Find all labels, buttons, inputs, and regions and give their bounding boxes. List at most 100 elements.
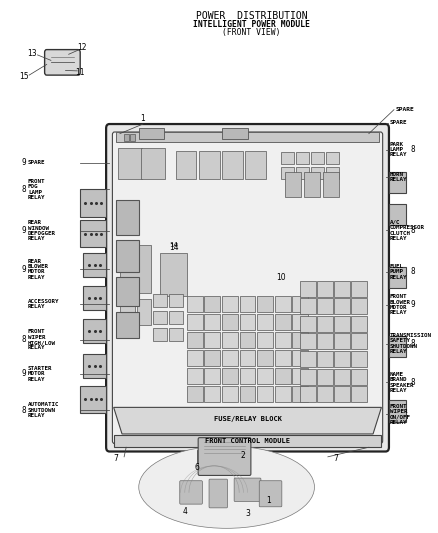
Bar [199,151,219,179]
Text: 14: 14 [170,244,179,253]
Bar [275,314,291,330]
Bar [222,314,238,330]
Bar [300,316,316,332]
FancyBboxPatch shape [198,438,251,475]
Bar [389,172,406,193]
Text: INTELLIGENT POWER MODULE: INTELLIGENT POWER MODULE [193,20,310,29]
Bar [300,351,316,367]
Bar [275,296,291,312]
Bar [334,281,350,297]
Bar [257,314,273,330]
Text: 12: 12 [78,43,87,52]
Bar [317,281,333,297]
Bar [120,245,151,293]
Bar [351,368,367,384]
Bar [275,350,291,366]
FancyBboxPatch shape [106,124,389,451]
Text: 13: 13 [27,50,37,58]
Bar [296,152,309,164]
Bar [351,386,367,402]
Text: FUEL
PUMP
RELAY: FUEL PUMP RELAY [390,264,407,280]
Bar [317,351,333,367]
Text: 8: 8 [21,335,26,344]
Text: 8: 8 [410,226,415,235]
Bar [240,386,255,402]
Bar [257,296,273,312]
FancyBboxPatch shape [45,50,80,75]
Text: POWER  DISTRIBUTION: POWER DISTRIBUTION [196,11,307,21]
Bar [187,350,203,366]
FancyBboxPatch shape [259,481,282,507]
Bar [257,350,273,366]
Bar [205,296,220,312]
Bar [245,151,265,179]
Bar [351,334,367,350]
Bar [187,332,203,348]
Bar [281,152,293,164]
Text: 8: 8 [410,339,415,348]
FancyBboxPatch shape [113,132,383,443]
Text: FRONT CONTROL MODULE: FRONT CONTROL MODULE [205,438,290,444]
Bar [275,386,291,402]
Text: 1: 1 [266,496,271,505]
Bar [153,328,167,341]
Bar [131,134,135,141]
Bar [240,332,255,348]
Bar [281,167,293,179]
Bar [317,298,333,314]
Text: 8: 8 [410,268,415,276]
Text: 7: 7 [113,455,118,463]
Bar [222,332,238,348]
Text: 9: 9 [21,227,26,236]
Bar [300,386,316,402]
Bar [205,314,220,330]
Text: 15: 15 [19,71,28,80]
FancyBboxPatch shape [180,481,202,504]
Text: 4: 4 [182,506,187,515]
Text: 6: 6 [195,463,200,472]
Text: PARK
LAMP
RELAY: PARK LAMP RELAY [390,142,407,157]
Bar [80,220,106,247]
Bar [334,316,350,332]
Text: 8: 8 [410,145,415,154]
Text: 8: 8 [410,378,415,387]
Text: 8: 8 [21,406,26,415]
Text: SPARE: SPARE [390,120,407,125]
Ellipse shape [139,446,314,528]
Bar [170,294,183,307]
Text: ACCESSORY
RELAY: ACCESSORY RELAY [28,298,60,309]
Bar [334,386,350,402]
FancyBboxPatch shape [234,478,261,502]
Bar [116,277,139,306]
Bar [205,350,220,366]
Bar [116,240,139,272]
Bar [83,253,106,277]
Bar [124,134,129,141]
Text: HORN
RELAY: HORN RELAY [390,172,407,182]
Text: FUSE/RELAY BLOCK: FUSE/RELAY BLOCK [214,416,282,422]
Text: 11: 11 [75,68,85,77]
Text: STARTER
MOTOR
RELAY: STARTER MOTOR RELAY [28,366,53,382]
Text: FRONT
WIPER
HIGH/LOW
RELAY: FRONT WIPER HIGH/LOW RELAY [28,329,56,351]
Bar [292,386,308,402]
Text: 9: 9 [410,300,415,309]
Text: NAME
BRAND
SPEAKER
RELAY: NAME BRAND SPEAKER RELAY [390,372,414,393]
Text: (FRONT VIEW): (FRONT VIEW) [223,28,281,37]
Bar [300,368,316,384]
Text: 1: 1 [141,114,145,123]
Bar [334,298,350,314]
Bar [170,311,183,324]
Text: FRONT
FOG
LAMP
RELAY: FRONT FOG LAMP RELAY [28,179,46,200]
Bar [222,296,238,312]
Bar [292,368,308,384]
Text: 10: 10 [276,273,286,281]
Bar [292,314,308,330]
Bar [83,354,106,378]
Bar [222,368,238,384]
Bar [187,296,203,312]
Bar [292,332,308,348]
Bar [257,386,273,402]
Bar [317,316,333,332]
Bar [323,172,339,197]
Text: 9: 9 [21,369,26,378]
